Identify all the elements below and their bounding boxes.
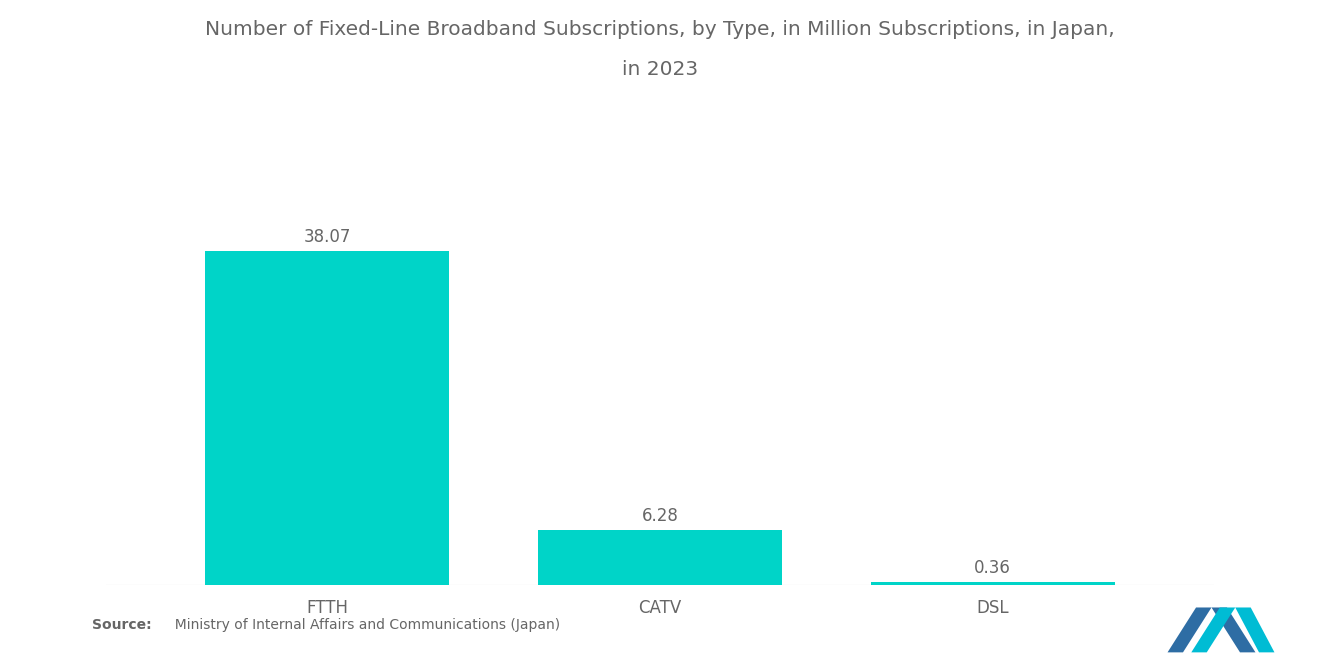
Text: 6.28: 6.28 — [642, 507, 678, 525]
Text: Source:: Source: — [92, 618, 152, 632]
Text: 38.07: 38.07 — [304, 228, 351, 246]
Bar — [206, 251, 449, 585]
Polygon shape — [1167, 608, 1212, 652]
Text: in 2023: in 2023 — [622, 60, 698, 79]
Polygon shape — [1212, 608, 1255, 652]
Bar — [539, 530, 781, 585]
Text: 0.36: 0.36 — [974, 559, 1011, 577]
Polygon shape — [1191, 608, 1236, 652]
Polygon shape — [1236, 608, 1274, 652]
Bar — [871, 582, 1114, 585]
Text: Ministry of Internal Affairs and Communications (Japan): Ministry of Internal Affairs and Communi… — [166, 618, 561, 632]
Text: Number of Fixed-Line Broadband Subscriptions, by Type, in Million Subscriptions,: Number of Fixed-Line Broadband Subscript… — [205, 20, 1115, 39]
